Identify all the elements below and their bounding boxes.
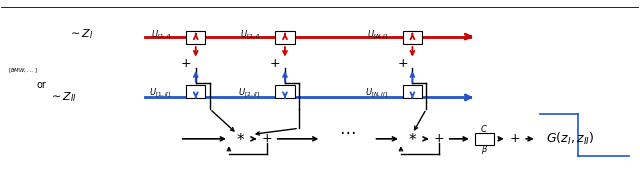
Bar xyxy=(186,31,205,44)
Text: $U_{[1,II]}$: $U_{[1,II]}$ xyxy=(149,86,172,100)
Text: $U_{[N,II]}$: $U_{[N,II]}$ xyxy=(365,86,388,100)
Text: $C$: $C$ xyxy=(481,123,488,134)
Text: $G(z_I, z_{II})$: $G(z_I, z_{II})$ xyxy=(546,131,595,147)
Text: $*$: $*$ xyxy=(236,131,245,146)
Text: $U_{[N,I]}$: $U_{[N,I]}$ xyxy=(367,29,388,42)
Text: $U_{[2,II]}$: $U_{[2,II]}$ xyxy=(238,86,260,100)
Bar xyxy=(403,85,422,98)
Text: +: + xyxy=(270,57,281,71)
Bar xyxy=(475,133,494,145)
Text: $\sim Z_I$: $\sim Z_I$ xyxy=(68,27,93,41)
Text: +: + xyxy=(397,57,408,71)
Text: $\beta$: $\beta$ xyxy=(481,143,488,156)
Text: +: + xyxy=(434,132,444,145)
Bar xyxy=(275,85,294,98)
Bar xyxy=(275,31,294,44)
Bar xyxy=(403,31,422,44)
Text: +: + xyxy=(509,132,520,145)
Text: or: or xyxy=(36,80,46,90)
Text: +: + xyxy=(262,132,273,145)
Bar xyxy=(186,85,205,98)
Text: $^{[BMW,...]}$: $^{[BMW,...]}$ xyxy=(8,68,38,77)
Text: $U_{[1,I]}$: $U_{[1,I]}$ xyxy=(151,29,172,42)
Text: $*$: $*$ xyxy=(408,131,417,146)
Text: $\cdots$: $\cdots$ xyxy=(339,122,356,140)
Text: +: + xyxy=(181,57,191,71)
Text: $U_{[2,I]}$: $U_{[2,I]}$ xyxy=(240,29,260,42)
Text: $\sim Z_{II}$: $\sim Z_{II}$ xyxy=(49,91,77,104)
